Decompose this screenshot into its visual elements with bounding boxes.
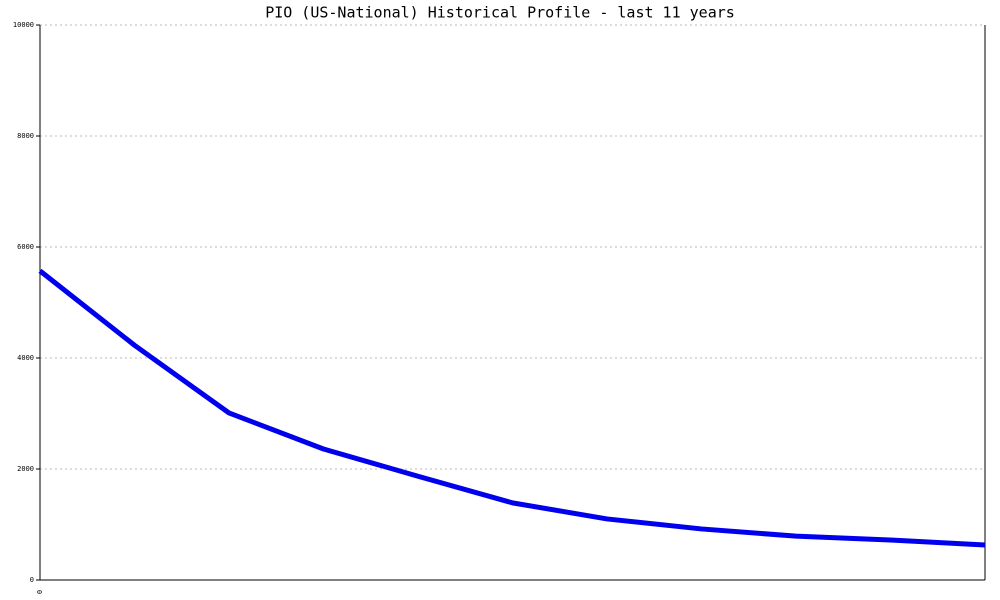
y-tick-label: 10000 (13, 21, 34, 29)
chart-title: PIO (US-National) Historical Profile - l… (265, 4, 735, 22)
x-tick-label: 0 (36, 590, 44, 594)
y-tick-label: 0 (30, 576, 34, 584)
y-tick-label: 6000 (17, 243, 34, 251)
y-tick-label: 4000 (17, 354, 34, 362)
y-tick-label: 2000 (17, 465, 34, 473)
data-line (38, 268, 986, 548)
y-tick-label: 8000 (17, 132, 34, 140)
